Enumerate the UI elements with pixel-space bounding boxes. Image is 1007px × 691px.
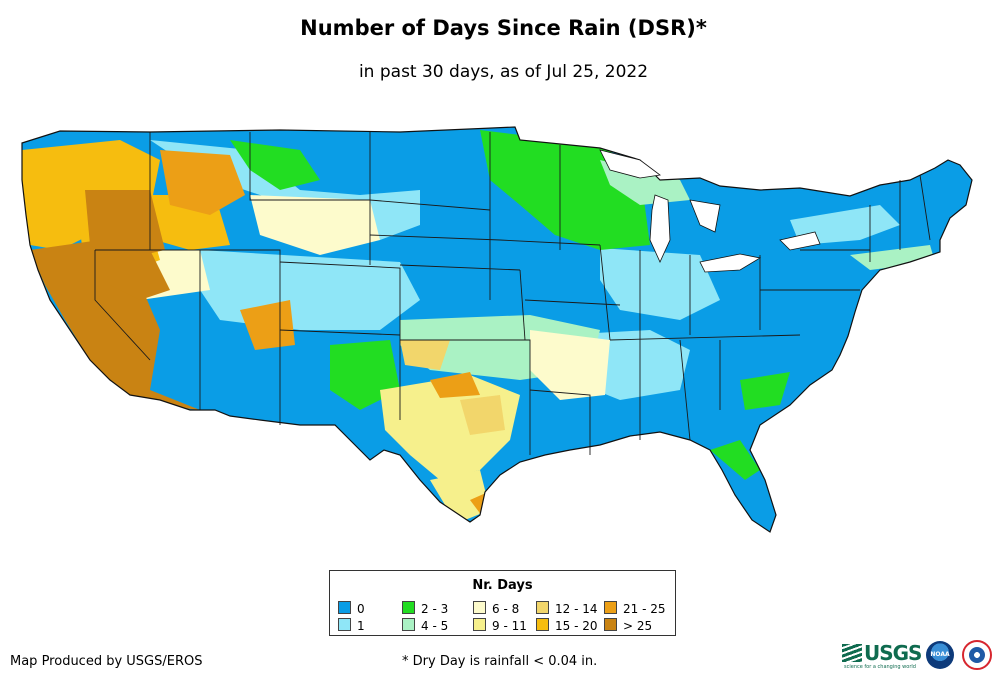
legend-item: 1 (338, 618, 365, 633)
state-boundary (499, 239, 601, 246)
dsr-region (100, 250, 170, 300)
footnote-text: * Dry Day is rainfall < 0.04 in. (402, 654, 598, 669)
dsr-map (21, 126, 973, 533)
state-boundary (369, 234, 501, 241)
legend-item: 0 (338, 601, 365, 616)
legend-swatch (402, 618, 415, 631)
legend-item: > 25 (604, 618, 652, 633)
legend-label: 1 (357, 619, 365, 633)
legend-label: 6 - 8 (492, 602, 520, 616)
dsr-region (160, 150, 245, 215)
legend-label: > 25 (623, 619, 653, 633)
legend-swatch (604, 618, 617, 631)
state-boundary (529, 389, 591, 455)
credit-text: Map Produced by USGS/EROS (10, 654, 203, 669)
nws-emblem-icon (969, 647, 985, 663)
legend-swatch (473, 601, 486, 614)
state-boundary (279, 261, 401, 420)
us-outline (21, 126, 973, 533)
dsr-region (85, 190, 165, 260)
legend-label: 21 - 25 (623, 602, 666, 616)
state-boundaries (94, 132, 931, 455)
state-boundary (400, 339, 531, 455)
legend-swatch (536, 618, 549, 631)
legend-swatch (536, 601, 549, 614)
legend-swatch (338, 618, 351, 631)
dsr-region (250, 195, 380, 255)
state-boundary (279, 329, 401, 336)
state-boundary (519, 269, 526, 341)
state-boundary (919, 174, 931, 241)
state-boundary (609, 334, 801, 341)
legend-item: 15 - 20 (536, 618, 598, 633)
legend-label: 2 - 3 (421, 602, 449, 616)
dsr-region (240, 300, 295, 350)
legend-item: 4 - 5 (402, 618, 448, 633)
dsr-region (430, 470, 490, 520)
legend-label: 9 - 11 (492, 619, 527, 633)
dsr-region (30, 240, 200, 410)
noaa-logo: NOAA (926, 641, 954, 669)
legend-label: 15 - 20 (555, 619, 598, 633)
legend-label: 12 - 14 (555, 602, 598, 616)
dsr-region (400, 340, 450, 370)
state-boundary (94, 250, 151, 361)
dsr-region (230, 140, 320, 190)
state-boundary (599, 244, 611, 341)
state-boundary (524, 299, 621, 306)
dsr-region (430, 372, 480, 398)
legend-item: 6 - 8 (473, 601, 519, 616)
dsr-region (790, 205, 900, 245)
legend-swatch (604, 601, 617, 614)
dsr-region (740, 372, 790, 410)
usgs-logo: USGS science for a changing world (842, 641, 922, 670)
state-boundary (200, 249, 281, 425)
legend-title: Nr. Days (472, 578, 533, 593)
dsr-region (530, 330, 610, 400)
dsr-region (460, 395, 505, 435)
dsr-region (710, 440, 760, 480)
state-boundary (399, 264, 521, 271)
legend-item: 12 - 14 (536, 601, 598, 616)
legend-item: 21 - 25 (604, 601, 666, 616)
map-subtitle: in past 30 days, as of Jul 25, 2022 (358, 62, 649, 82)
dsr-region (200, 250, 420, 330)
state-boundary (249, 132, 370, 201)
legend-item: 2 - 3 (402, 601, 448, 616)
legend: Nr. Days 0 1 2 - 3 4 - 5 6 - 8 9 - 11 12 - 14 1… (329, 570, 676, 636)
legend-label: 0 (357, 602, 365, 616)
nws-logo (962, 640, 992, 670)
usgs-wave-icon (842, 644, 862, 662)
legend-item: 9 - 11 (473, 618, 527, 633)
legend-swatch (473, 618, 486, 631)
legend-label: 4 - 5 (421, 619, 449, 633)
great-lakes (599, 149, 821, 273)
legend-swatch (402, 601, 415, 614)
map-title: Number of Days Since Rain (DSR)* (300, 16, 707, 40)
state-boundary (369, 199, 491, 211)
state-boundary (679, 339, 691, 441)
legend-swatch (338, 601, 351, 614)
